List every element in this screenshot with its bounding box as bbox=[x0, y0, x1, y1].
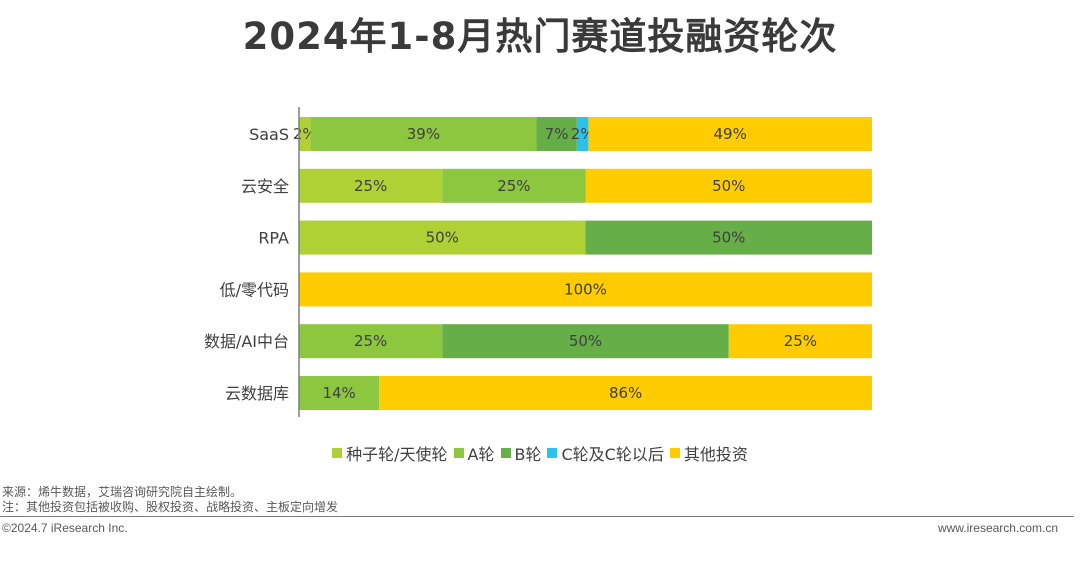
bar-segment bbox=[310, 117, 537, 151]
data-label: 100% bbox=[564, 280, 607, 298]
bar-segment bbox=[299, 324, 443, 359]
data-label: 49% bbox=[714, 125, 747, 143]
data-label: 25% bbox=[784, 332, 817, 350]
bar-segment bbox=[585, 168, 872, 203]
chart-title: 2024年1-8月热门赛道投融资轮次 bbox=[242, 15, 838, 58]
data-label: 50% bbox=[569, 332, 602, 350]
data-label: 39% bbox=[407, 125, 440, 143]
bar-segment bbox=[728, 324, 872, 359]
data-label: 25% bbox=[354, 177, 387, 195]
data-label: 14% bbox=[322, 384, 355, 402]
data-label: 50% bbox=[712, 177, 745, 195]
data-label: 7% bbox=[545, 125, 569, 143]
bar-segment bbox=[299, 220, 586, 255]
bar-segment bbox=[588, 117, 872, 151]
legend-item: B轮 bbox=[500, 441, 542, 465]
legend-item: C轮及C轮以后 bbox=[547, 441, 664, 465]
bar-segment bbox=[576, 117, 589, 151]
category-label: 数据/AI中台 bbox=[204, 332, 289, 351]
legend-swatch bbox=[453, 448, 464, 458]
bar-segment bbox=[299, 272, 872, 307]
legend-swatch bbox=[669, 448, 680, 458]
legend-swatch bbox=[332, 448, 343, 458]
category-label: 低/零代码 bbox=[220, 280, 289, 299]
category-label: RPA bbox=[258, 229, 289, 248]
data-label: 25% bbox=[497, 177, 530, 195]
legend-label: C轮及C轮以后 bbox=[561, 445, 664, 464]
category-label: SaaS bbox=[249, 125, 289, 144]
data-label: 86% bbox=[609, 384, 642, 402]
data-label: 25% bbox=[354, 332, 387, 350]
website-link[interactable]: www.iresearch.com.cn bbox=[937, 521, 1058, 535]
legend-label: A轮 bbox=[467, 445, 495, 464]
bar-segment bbox=[299, 168, 443, 203]
legend-swatch bbox=[500, 448, 511, 458]
footer-divider bbox=[0, 516, 1074, 517]
copyright-text: ©2024.7 iResearch Inc. bbox=[2, 521, 128, 535]
legend-label: 其他投资 bbox=[683, 445, 748, 464]
bar-segment bbox=[299, 376, 380, 410]
bar-segment bbox=[442, 324, 729, 359]
bar-segment bbox=[536, 117, 577, 151]
bar-segment bbox=[585, 220, 872, 255]
data-label: 50% bbox=[712, 229, 745, 247]
footnote: 注：其他投资包括被收购、股权投资、战略投资、主板定向增发 bbox=[2, 500, 339, 514]
chart-legend: 种子轮/天使轮 A轮 B轮 C轮及C轮以后 其他投资 bbox=[0, 441, 1080, 465]
legend-swatch bbox=[547, 448, 558, 458]
bar-segment bbox=[299, 117, 311, 151]
legend-label: 种子轮/天使轮 bbox=[346, 445, 448, 464]
source-note: 来源：烯牛数据，艾瑞咨询研究院自主绘制。 bbox=[2, 485, 243, 499]
bar-segment bbox=[442, 168, 586, 203]
category-label: 云安全 bbox=[241, 177, 289, 196]
category-label: 云数据库 bbox=[225, 384, 289, 403]
legend-item: 种子轮/天使轮 bbox=[332, 441, 448, 465]
legend-item: A轮 bbox=[453, 441, 495, 465]
bar-segment bbox=[379, 376, 872, 410]
legend-label: B轮 bbox=[514, 445, 542, 464]
legend-item: 其他投资 bbox=[669, 441, 748, 465]
data-label: 50% bbox=[426, 229, 459, 247]
